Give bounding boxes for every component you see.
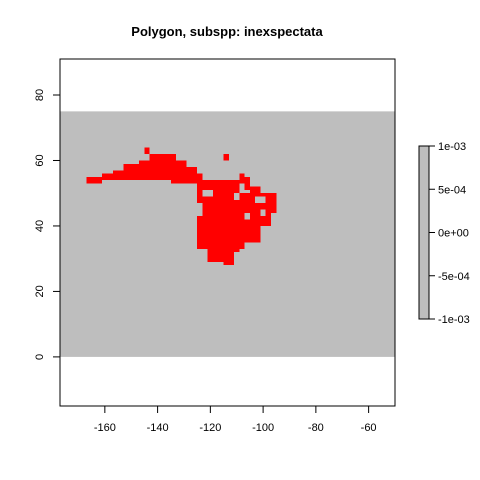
presence-cell [223,225,256,233]
presence-cell [133,167,198,174]
presence-cell [223,219,250,226]
presence-cell [260,199,277,207]
presence-cell [197,180,250,187]
y-tick-label: 20 [34,285,46,297]
legend-tick-label: -1e-03 [438,314,470,326]
presence-block [123,163,140,174]
presence-cell [249,206,256,213]
presence-cell [102,173,203,181]
presence-cells [86,147,277,266]
y-tick-label: 60 [34,154,46,166]
presence-cell [223,153,229,161]
presence-cell [249,212,272,220]
y-tick-label: 80 [34,89,46,101]
presence-cell [218,239,245,246]
y-tick-label: 40 [34,220,46,232]
chart-title: Polygon, subspp: inexspectata [131,24,323,39]
presence-cell [260,219,272,226]
presence-cell [154,160,187,168]
axes: -160 -140 -120 -100 -80 -60 0 20 40 60 80 [34,58,396,434]
presence-cell [223,258,235,266]
x-tick-label: -60 [361,422,377,434]
presence-block [86,176,103,184]
presence-cell [239,173,245,181]
color-legend: 1e-03 5e-04 0e+00 -5e-04 -1e-03 [418,141,470,326]
absence-cell [244,212,250,220]
presence-cell [207,186,224,194]
presence-cell [218,245,240,253]
legend-tick-label: 0e+00 [438,228,469,240]
presence-cell [218,193,235,200]
x-tick-label: -140 [147,422,169,434]
presence-cell [223,206,245,213]
absence-cell [255,196,266,204]
presence-cell [260,206,277,213]
x-tick-label: -120 [199,422,221,434]
absence-cell [260,209,266,217]
legend-tick-label: 5e-04 [438,184,466,196]
presence-cell [223,232,250,240]
x-tick-label: -160 [94,422,116,434]
plot-frame [59,58,396,407]
absence-cell [202,189,213,197]
y-tick-label: 0 [34,354,46,360]
x-tick-label: -100 [252,422,274,434]
plot-area [60,111,395,357]
presence-cell [218,252,235,259]
presence-cell [249,186,261,194]
x-tick-label: -80 [308,422,324,434]
legend-colorbar [418,145,430,320]
presence-cell [218,199,245,207]
absence-cell [239,183,245,190]
presence-cell [228,186,240,194]
presence-cell [223,212,240,220]
presence-cell [144,147,150,154]
legend-tick-label: 1e-03 [438,141,466,153]
legend-tick-label: -5e-04 [438,271,470,283]
